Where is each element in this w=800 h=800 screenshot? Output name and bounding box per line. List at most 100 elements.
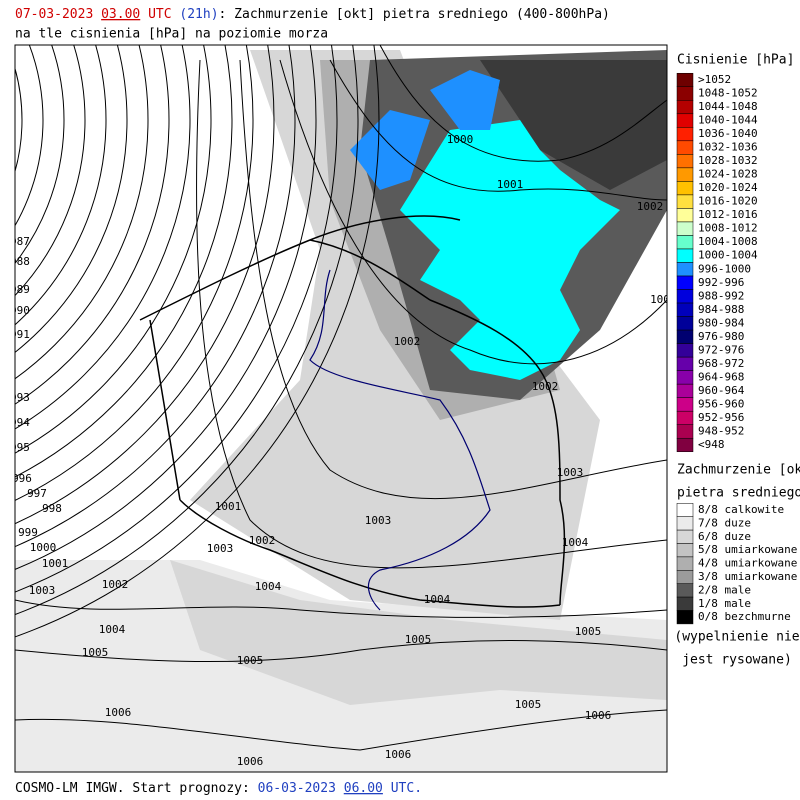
legend-swatch <box>676 343 694 358</box>
legend-label: 1036-1040 <box>698 127 758 140</box>
legend-label: 980-984 <box>698 316 745 329</box>
legend-label: 8/8 calkowite <box>698 503 784 516</box>
legend-label: 956-960 <box>698 397 744 410</box>
legend-swatch <box>676 516 694 531</box>
border <box>139 215 566 608</box>
legend-label: 1040-1044 <box>698 114 758 127</box>
legend-swatch <box>676 383 694 398</box>
legend-label: 1048-1052 <box>698 87 758 100</box>
legend-label: 952-956 <box>698 411 744 424</box>
legend-label: 1008-1012 <box>698 222 758 235</box>
isobar-label: 1005 <box>82 646 109 659</box>
isobar-label: 1002 <box>394 335 421 348</box>
isobar-label: 1006 <box>237 755 264 768</box>
legend-swatch <box>676 127 694 142</box>
isobar-label: 990 <box>10 304 30 317</box>
legend-swatch <box>676 262 694 277</box>
legend-swatch <box>676 100 694 115</box>
isobar <box>15 45 191 430</box>
isobar <box>15 45 86 297</box>
cloud-area <box>170 560 667 705</box>
legend-swatch <box>676 529 694 544</box>
legend-label: 1016-1020 <box>698 195 758 208</box>
legend-swatch <box>676 356 694 371</box>
valid-time: 03.00 <box>101 7 140 22</box>
title: : Zachmurzenie [okt] pietra sredniego (4… <box>219 7 610 22</box>
valid-zone: UTC <box>148 7 171 22</box>
isobar <box>15 45 44 227</box>
isobar <box>15 709 667 751</box>
isobar-label: 1004 <box>424 593 451 606</box>
start-date: 06-03-2023 <box>258 781 336 796</box>
isobar-label: 1002 <box>102 578 129 591</box>
legend-label: 1020-1024 <box>698 181 758 194</box>
legend-swatch <box>676 221 694 236</box>
isobar-label: 991 <box>10 328 30 341</box>
isobar-label: 100 <box>650 293 670 306</box>
legend-swatch <box>676 72 694 88</box>
legend-swatch <box>676 302 694 317</box>
isobar-label: 1000 <box>30 541 57 554</box>
isobar <box>15 45 65 265</box>
isobar-label: 1005 <box>575 625 602 638</box>
legend-swatch <box>676 370 694 385</box>
legend-swatch <box>676 289 694 304</box>
legend-label: 948-952 <box>698 424 744 437</box>
river <box>309 269 491 611</box>
isobar-labels: 1000 1001 1002 1002 1002 100 1003 1003 1004 1001 1… <box>10 133 670 768</box>
legend-label: 996-1000 <box>698 262 751 275</box>
cloud-area <box>480 60 667 190</box>
legend-label: 0/8 bezchmurne <box>698 610 791 623</box>
isobar-label: 988 <box>10 255 30 268</box>
isobar <box>15 45 296 548</box>
map <box>0 0 667 772</box>
isobar-label: 1001 <box>42 557 69 570</box>
cloud-legend-title: Zachmurzenie [okt] <box>677 463 800 478</box>
legend-swatch <box>676 248 694 263</box>
legend-swatch <box>676 181 694 196</box>
footer-model: COSMO-LM IMGW. Start prognozy: <box>15 781 250 796</box>
legend-swatch <box>676 570 694 584</box>
header-line: 07-03-2023 03.00 UTC (21h): Zachmurzenie… <box>15 7 610 22</box>
valid-date: 07-03-2023 <box>15 7 93 22</box>
isobar-label: 1005 <box>515 698 542 711</box>
legend-label: 3/8 umiarkowane <box>698 570 797 583</box>
legend-label: <948 <box>698 438 725 451</box>
isobar-label: 998 <box>42 502 62 515</box>
legend-label: 968-972 <box>698 357 744 370</box>
isobar <box>196 59 667 569</box>
legend-label: 1012-1016 <box>698 208 758 221</box>
isobar-label: 1005 <box>237 654 264 667</box>
legend-label: 988-992 <box>698 289 744 302</box>
isobar-label: 1004 <box>562 536 589 549</box>
cloud-legend-subtitle: pietra sredniego <box>677 486 800 501</box>
legend-swatch <box>676 194 694 209</box>
legend-label: 972-976 <box>698 343 744 356</box>
legend-label: 4/8 umiarkowane <box>698 557 797 570</box>
legend-label: >1052 <box>698 73 731 86</box>
legend-swatch <box>676 424 694 439</box>
isobar-label: 1004 <box>255 580 282 593</box>
isobar <box>0 0 1 291</box>
legend-swatch <box>676 140 694 155</box>
isobar <box>279 59 667 365</box>
isobar <box>15 45 338 593</box>
legend-label: 1044-1048 <box>698 100 758 113</box>
legend-swatch <box>676 543 694 558</box>
isobar-label: 997 <box>27 487 47 500</box>
isobar <box>15 45 149 380</box>
legend-swatch <box>676 86 694 101</box>
legend-label: 7/8 duze <box>698 516 751 529</box>
isobar <box>15 45 359 615</box>
isobar-label: 1006 <box>585 709 612 722</box>
isobar-label: 994 <box>10 416 30 429</box>
isobar <box>15 45 170 405</box>
isobar <box>239 59 667 500</box>
legend-swatch <box>676 167 694 182</box>
legend-label: 960-964 <box>698 384 745 397</box>
isobar-label: 1002 <box>249 534 276 547</box>
legend-swatch <box>676 410 694 425</box>
legend-swatch <box>676 275 694 290</box>
legend-swatch <box>676 503 694 517</box>
